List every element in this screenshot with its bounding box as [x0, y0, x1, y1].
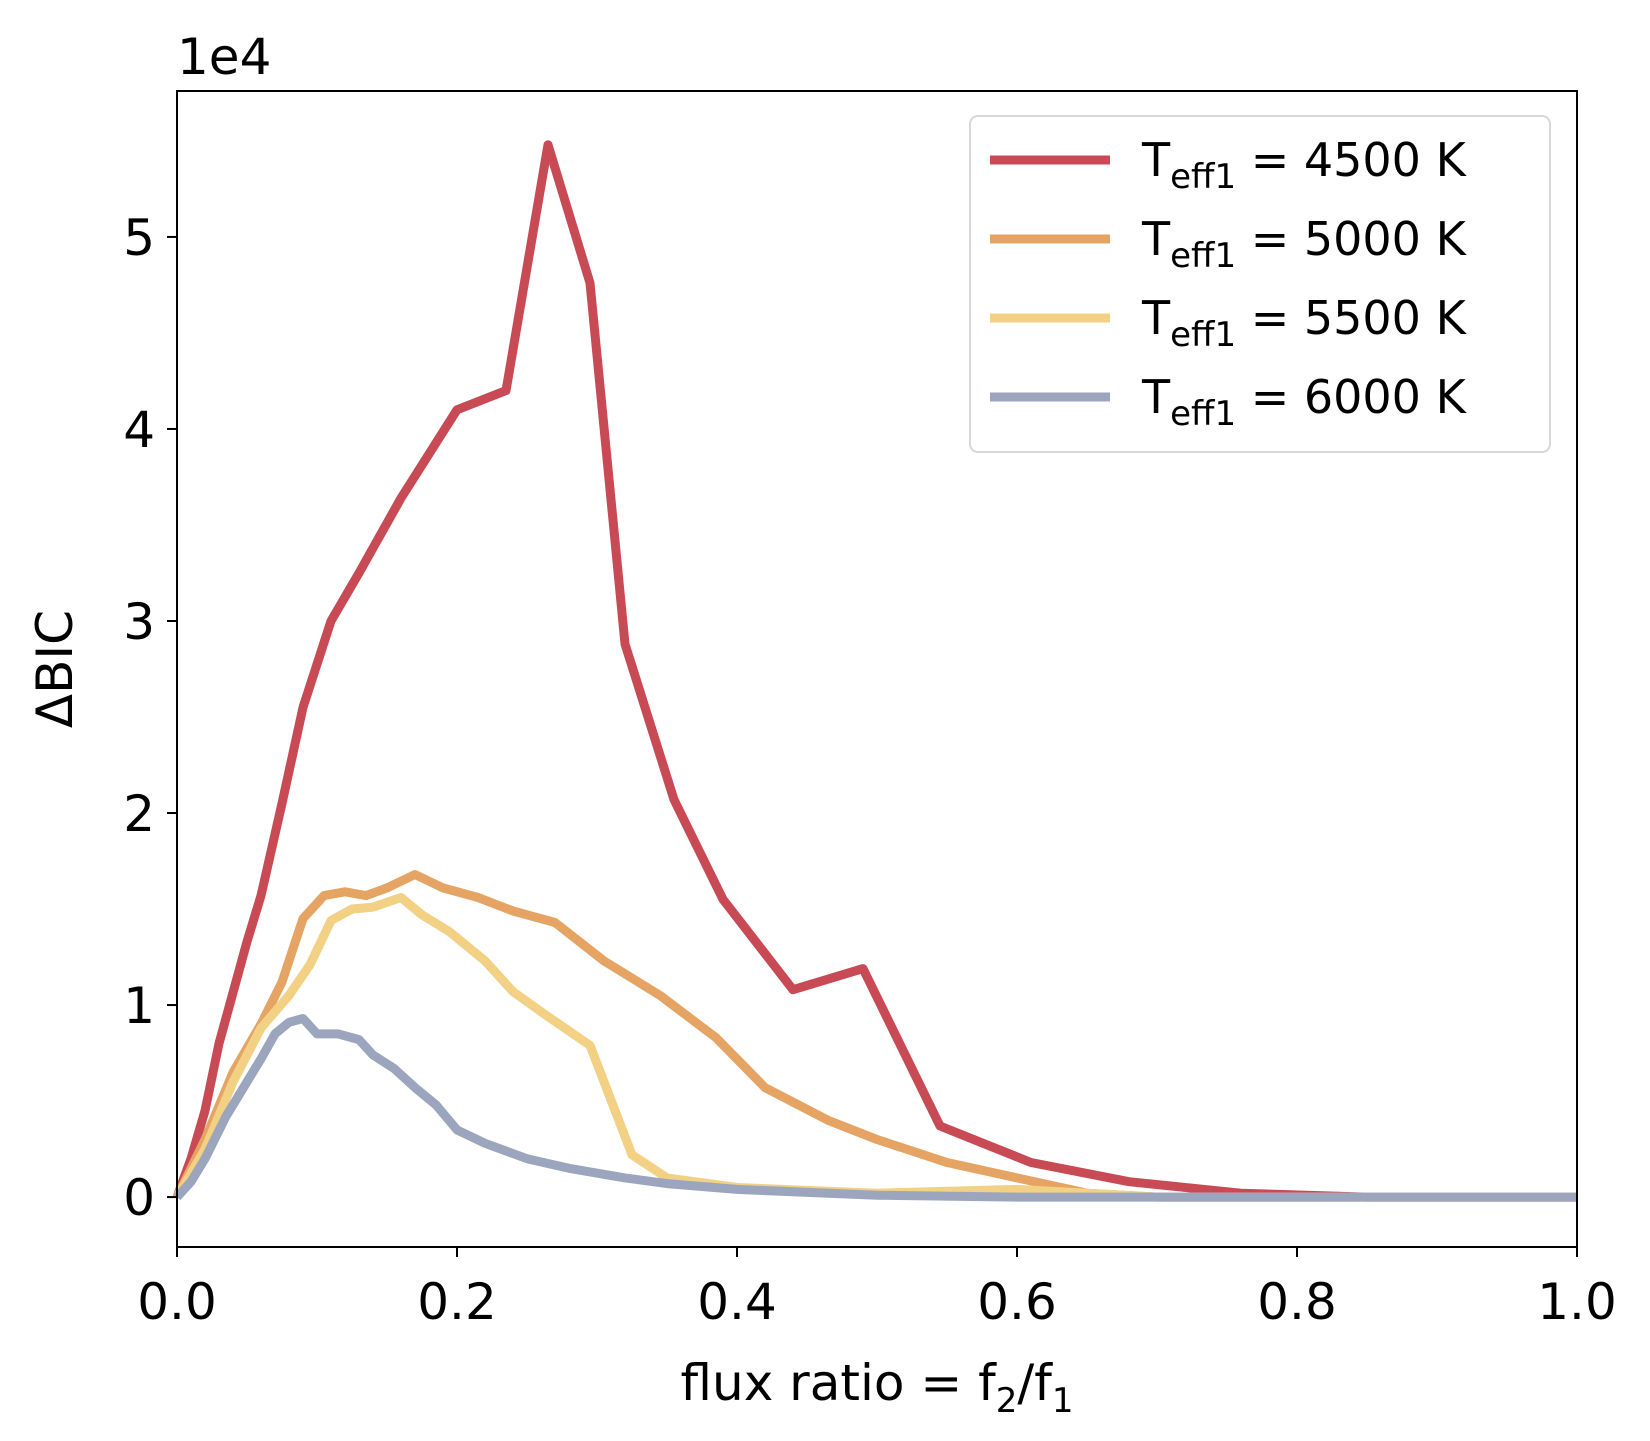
x-tick-label: 0.2 [417, 1273, 497, 1331]
y-tick-label: 5 [123, 209, 155, 267]
y-tick-label: 0 [123, 1169, 155, 1227]
legend-label-2: Teff1 = 5000 K [1141, 212, 1468, 276]
y-tick-label: 4 [123, 401, 155, 459]
series-layer [172, 140, 1577, 1202]
legend: Teff1 = 4500 K Teff1 = 5000 K Teff1 = 5500… [969, 115, 1551, 453]
x-axis-label-slash: /f [1017, 1354, 1053, 1412]
plot-frame [176, 90, 1578, 1248]
legend-entries: Teff1 = 4500 K Teff1 = 5000 K Teff1 = 5500… [990, 133, 1468, 434]
y-tick-label: 3 [123, 593, 155, 651]
x-tick-label: 0.6 [977, 1273, 1057, 1331]
legend-box [969, 115, 1551, 453]
y-axis-ticks: 0 1 2 3 4 5 [123, 209, 177, 1227]
legend-label-4: Teff1 = 6000 K [1141, 370, 1468, 434]
x-axis-label-main: flux ratio = f [681, 1354, 998, 1412]
series-line-1 [172, 140, 1577, 1202]
y-tick-label: 1 [123, 977, 155, 1035]
x-tick-label: 0.8 [1257, 1273, 1337, 1331]
x-tick-label: 0.0 [137, 1273, 217, 1331]
x-tick-label: 0.4 [697, 1273, 777, 1331]
x-axis-label-sub2: 2 [996, 1381, 1018, 1421]
y-axis-label: ΔBIC [26, 610, 84, 728]
y-offset-label: 1e4 [177, 28, 271, 86]
series-line-2 [172, 870, 1577, 1202]
x-axis-label: flux ratio = f2/f1 [681, 1354, 1074, 1421]
y-tick-label: 2 [123, 785, 155, 843]
series-line-4 [173, 1014, 1577, 1202]
x-tick-label: 1.0 [1537, 1273, 1617, 1331]
legend-label-1: Teff1 = 4500 K [1141, 133, 1468, 197]
x-axis-ticks: 0.0 0.2 0.4 0.6 0.8 1.0 [137, 1247, 1617, 1331]
legend-label-3: Teff1 = 5500 K [1141, 291, 1468, 355]
x-axis-label-sub1: 1 [1052, 1381, 1074, 1421]
